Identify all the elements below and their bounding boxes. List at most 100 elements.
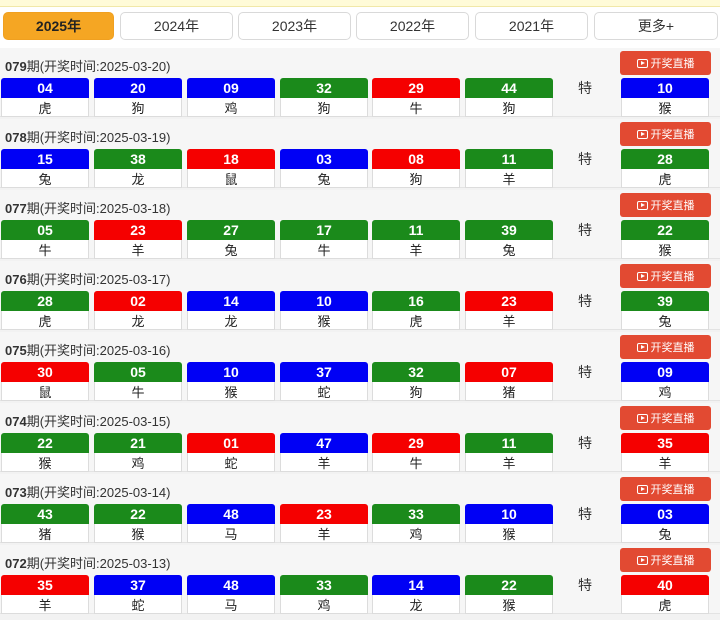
live-stream-button[interactable]: 开奖直播 — [620, 548, 711, 572]
special-ball: 28 虎 — [621, 149, 709, 188]
live-stream-label: 开奖直播 — [650, 270, 695, 283]
ball-number: 37 — [280, 362, 368, 382]
tab-2023[interactable]: 2023年 — [238, 12, 351, 40]
ball-number: 37 — [94, 575, 182, 595]
number-ball: 02 龙 — [94, 291, 182, 330]
number-ball: 11 羊 — [465, 149, 553, 188]
draw-results-list: 079期(开奖时间:2025-03-20) 开奖直播 04 虎 20 狗 09 鸡 32 狗 29 牛… — [0, 48, 720, 620]
ball-number: 23 — [94, 220, 182, 240]
number-ball: 32 狗 — [280, 78, 368, 117]
live-stream-button[interactable]: 开奖直播 — [620, 335, 711, 359]
play-icon — [636, 58, 648, 68]
issue-date: 期(开奖时间:2025-03-19) — [26, 130, 171, 145]
live-stream-label: 开奖直播 — [650, 199, 695, 212]
draw-row: 072期(开奖时间:2025-03-13) 开奖直播 35 羊 37 蛇 48 马 33 鸡 14 龙… — [0, 545, 720, 614]
number-ball: 29 牛 — [372, 78, 460, 117]
tab-2021[interactable]: 2021年 — [475, 12, 588, 40]
number-ball: 43 猪 — [1, 504, 89, 543]
ball-zodiac: 鸡 — [280, 595, 368, 614]
number-ball: 37 蛇 — [280, 362, 368, 401]
ball-zodiac: 猴 — [621, 240, 709, 259]
ball-number: 05 — [1, 220, 89, 240]
ball-zodiac: 鸡 — [94, 453, 182, 472]
live-stream-button[interactable]: 开奖直播 — [620, 406, 711, 430]
year-tabs: 2025年 2024年 2023年 2022年 2021年 更多+ — [0, 10, 720, 44]
live-stream-button[interactable]: 开奖直播 — [620, 264, 711, 288]
ball-zodiac: 狗 — [372, 382, 460, 401]
issue-info: 075期(开奖时间:2025-03-16) — [5, 340, 170, 359]
ball-number: 15 — [1, 149, 89, 169]
ball-number: 32 — [280, 78, 368, 98]
number-ball: 47 羊 — [280, 433, 368, 472]
play-icon — [636, 555, 648, 565]
live-stream-label: 开奖直播 — [650, 341, 695, 354]
ball-zodiac: 虎 — [621, 169, 709, 188]
tab-2022[interactable]: 2022年 — [356, 12, 469, 40]
issue-info: 076期(开奖时间:2025-03-17) — [5, 269, 170, 288]
ball-number: 22 — [621, 220, 709, 240]
live-stream-button[interactable]: 开奖直播 — [620, 51, 711, 75]
special-label: 特 — [578, 365, 592, 381]
ball-zodiac: 羊 — [465, 169, 553, 188]
live-stream-label: 开奖直播 — [650, 483, 695, 496]
number-ball: 10 猴 — [187, 362, 275, 401]
ball-zodiac: 龙 — [187, 311, 275, 330]
ball-zodiac: 羊 — [465, 311, 553, 330]
tab-more[interactable]: 更多+ — [594, 12, 718, 40]
ball-number: 05 — [94, 362, 182, 382]
top-notice-strip — [0, 0, 720, 7]
ball-zodiac: 龙 — [94, 311, 182, 330]
live-stream-button[interactable]: 开奖直播 — [620, 477, 711, 501]
ball-number: 39 — [465, 220, 553, 240]
ball-number: 48 — [187, 575, 275, 595]
ball-number: 09 — [621, 362, 709, 382]
number-ball: 09 鸡 — [187, 78, 275, 117]
draw-row: 079期(开奖时间:2025-03-20) 开奖直播 04 虎 20 狗 09 鸡 32 狗 29 牛… — [0, 48, 720, 117]
issue-date: 期(开奖时间:2025-03-16) — [26, 343, 171, 358]
ball-number: 29 — [372, 433, 460, 453]
number-ball: 18 鼠 — [187, 149, 275, 188]
issue-info: 077期(开奖时间:2025-03-18) — [5, 198, 170, 217]
live-stream-label: 开奖直播 — [650, 128, 695, 141]
number-ball: 17 牛 — [280, 220, 368, 259]
number-ball: 22 猴 — [465, 575, 553, 614]
ball-number: 48 — [187, 504, 275, 524]
tab-2025[interactable]: 2025年 — [3, 12, 114, 40]
ball-zodiac: 牛 — [372, 453, 460, 472]
ball-number: 22 — [465, 575, 553, 595]
ball-number: 38 — [94, 149, 182, 169]
ball-zodiac: 鼠 — [1, 382, 89, 401]
live-stream-button[interactable]: 开奖直播 — [620, 122, 711, 146]
ball-zodiac: 羊 — [94, 240, 182, 259]
ball-number: 04 — [1, 78, 89, 98]
ball-zodiac: 狗 — [372, 169, 460, 188]
ball-number: 43 — [1, 504, 89, 524]
ball-zodiac: 狗 — [465, 98, 553, 117]
play-icon — [636, 342, 648, 352]
number-ball: 23 羊 — [280, 504, 368, 543]
ball-number: 28 — [621, 149, 709, 169]
special-ball: 10 猴 — [621, 78, 709, 117]
ball-zodiac: 鸡 — [621, 382, 709, 401]
live-stream-label: 开奖直播 — [650, 57, 695, 70]
ball-zodiac: 龙 — [372, 595, 460, 614]
ball-zodiac: 虎 — [372, 311, 460, 330]
number-ball: 21 鸡 — [94, 433, 182, 472]
ball-zodiac: 羊 — [372, 240, 460, 259]
special-ball: 40 虎 — [621, 575, 709, 614]
ball-number: 35 — [621, 433, 709, 453]
play-icon — [636, 129, 648, 139]
ball-zodiac: 虎 — [621, 595, 709, 614]
tab-2024[interactable]: 2024年 — [120, 12, 233, 40]
live-stream-button[interactable]: 开奖直播 — [620, 193, 711, 217]
issue-info: 073期(开奖时间:2025-03-14) — [5, 482, 170, 501]
special-ball: 03 兔 — [621, 504, 709, 543]
ball-number: 39 — [621, 291, 709, 311]
number-ball: 23 羊 — [94, 220, 182, 259]
ball-number: 20 — [94, 78, 182, 98]
ball-zodiac: 狗 — [94, 98, 182, 117]
number-ball: 30 鼠 — [1, 362, 89, 401]
special-ball: 22 猴 — [621, 220, 709, 259]
ball-zodiac: 牛 — [372, 98, 460, 117]
issue-info: 078期(开奖时间:2025-03-19) — [5, 127, 170, 146]
